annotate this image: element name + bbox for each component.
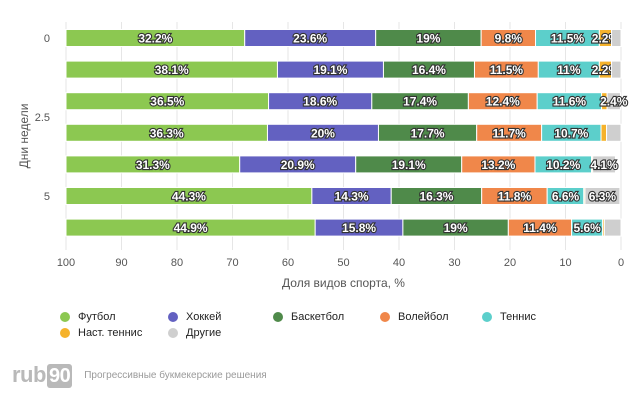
x-tick-label: 100 bbox=[57, 257, 75, 269]
legend-item[interactable]: Футбол bbox=[60, 311, 116, 323]
x-axis-title: Доля видов спорта, % bbox=[282, 276, 405, 290]
bar-segment bbox=[611, 60, 622, 79]
data-label: 18.6% bbox=[303, 95, 337, 109]
data-label: 6.3% bbox=[589, 190, 617, 204]
brand-logo-text: rub bbox=[12, 362, 46, 387]
data-label: 13.2% bbox=[481, 158, 515, 172]
x-tick-label: 20 bbox=[504, 257, 516, 269]
legend-label: Хоккей bbox=[186, 311, 222, 323]
x-tick-label: 60 bbox=[282, 257, 294, 269]
x-tick-label: 40 bbox=[393, 257, 405, 269]
data-label: 10.2% bbox=[546, 158, 580, 172]
x-tick-label: 50 bbox=[337, 257, 349, 269]
data-label: 36.5% bbox=[150, 95, 184, 109]
data-label: 23.6% bbox=[293, 32, 327, 46]
legend-item[interactable]: Теннис bbox=[482, 311, 536, 323]
brand-tagline: Прогрессивные букмекерские решения bbox=[84, 369, 267, 381]
x-tick-label: 30 bbox=[448, 257, 460, 269]
y-tick-label: 0 bbox=[44, 33, 50, 45]
data-label: 20% bbox=[311, 126, 335, 140]
x-tick-label: 80 bbox=[171, 257, 183, 269]
x-tick-label: 90 bbox=[115, 257, 127, 269]
data-label: 17.7% bbox=[411, 126, 445, 140]
bar-segment bbox=[592, 155, 616, 174]
legend-marker-icon bbox=[273, 312, 283, 322]
data-label: 4.1% bbox=[590, 158, 618, 172]
legend-marker-icon bbox=[482, 312, 492, 322]
legend-item[interactable]: Другие bbox=[168, 327, 221, 339]
bar-segment bbox=[611, 29, 622, 47]
brand-logo-number: 90 bbox=[46, 364, 73, 388]
data-label: 16.3% bbox=[419, 190, 453, 204]
bar-segment bbox=[603, 218, 622, 237]
data-label: 19.1% bbox=[313, 63, 347, 77]
legend-marker-icon bbox=[60, 328, 70, 338]
legend-marker-icon bbox=[60, 312, 70, 322]
legend-item[interactable]: Волейбол bbox=[380, 311, 449, 323]
bar-row: 38.1% 19.1% 16.4% 11.5% 11% 2.2% bbox=[65, 60, 622, 79]
legend-label: Футбол bbox=[78, 311, 116, 323]
data-label: 19% bbox=[444, 221, 468, 235]
x-tick-label: 0 bbox=[618, 257, 624, 269]
legend-marker-icon bbox=[168, 328, 178, 338]
data-label: 11.5% bbox=[490, 63, 524, 77]
legend-label: Волейбол bbox=[398, 311, 449, 323]
legend-marker-icon bbox=[380, 312, 390, 322]
data-label: 15.8% bbox=[342, 221, 376, 235]
chart-legend: Футбол Хоккей Баскетбол Волейбол Теннис Наст.… bbox=[60, 311, 580, 345]
bar-segment bbox=[606, 123, 622, 142]
data-label: 17.4% bbox=[403, 95, 437, 109]
bar-segment bbox=[584, 187, 621, 205]
data-label: 2.4% bbox=[600, 95, 628, 109]
legend-label: Наст. теннис bbox=[78, 327, 143, 339]
data-label: 6.6% bbox=[552, 190, 580, 204]
bar-row: 36.3% 20% 17.7% 11.7% 10.7% bbox=[65, 123, 622, 142]
data-label: 36.3% bbox=[150, 126, 184, 140]
legend-item[interactable]: Баскетбол bbox=[273, 311, 344, 323]
data-label: 16.4% bbox=[412, 63, 446, 77]
data-label: 31.3% bbox=[136, 158, 170, 172]
data-label: 19% bbox=[416, 32, 440, 46]
y-axis-title: Дни недели bbox=[17, 104, 31, 169]
data-label: 20.9% bbox=[281, 158, 315, 172]
legend-item[interactable]: Наст. теннис bbox=[60, 327, 142, 339]
bar-segment bbox=[600, 123, 608, 142]
legend-label: Другие bbox=[186, 327, 222, 339]
legend-item[interactable]: Хоккей bbox=[168, 311, 221, 323]
bar-segment bbox=[606, 92, 621, 111]
y-tick-label: 2.5 bbox=[35, 112, 50, 124]
bar-row: 32.2% 23.6% 19% 9.8% 11.5% 2.2% bbox=[65, 29, 622, 47]
y-tick-label: 5 bbox=[44, 191, 50, 203]
data-label: 44.3% bbox=[172, 190, 206, 204]
data-label: 10.7% bbox=[554, 126, 588, 140]
data-label: 14.3% bbox=[335, 190, 369, 204]
data-label: 11.5% bbox=[551, 32, 585, 46]
data-label: 11.8% bbox=[498, 190, 532, 204]
legend-marker-icon bbox=[168, 312, 178, 322]
data-label: 44.9% bbox=[174, 221, 208, 235]
bar-row: 36.5% 18.6% 17.4% 12.4% 11.6% 2.4% bbox=[65, 92, 629, 111]
x-tick-label: 70 bbox=[226, 257, 238, 269]
brand-logo: rub 90 bbox=[12, 362, 73, 388]
bar-row: 44.3% 14.3% 16.3% 11.8% 6.6% 6.3% bbox=[65, 187, 621, 205]
bar-row: 31.3% 20.9% 19.1% 13.2% 10.2% 4.1% bbox=[65, 155, 619, 174]
legend-label: Теннис bbox=[500, 311, 537, 323]
data-label: 5.6% bbox=[573, 221, 601, 235]
data-label: 11.4% bbox=[523, 221, 557, 235]
data-label: 11.7% bbox=[492, 126, 526, 140]
data-label: 11.6% bbox=[553, 95, 587, 109]
data-label: 38.1% bbox=[155, 63, 189, 77]
data-label: 11% bbox=[557, 63, 581, 77]
data-label: 19.1% bbox=[392, 158, 426, 172]
x-tick-label: 10 bbox=[559, 257, 571, 269]
bar-row: 44.9% 15.8% 19% 11.4% 5.6% bbox=[65, 218, 622, 237]
data-label: 32.2% bbox=[138, 32, 172, 46]
data-label: 12.4% bbox=[486, 95, 520, 109]
brand-footer: rub 90 Прогрессивные букмекерские решения bbox=[12, 362, 267, 388]
legend-label: Баскетбол bbox=[291, 311, 345, 323]
data-label: 9.8% bbox=[495, 32, 523, 46]
